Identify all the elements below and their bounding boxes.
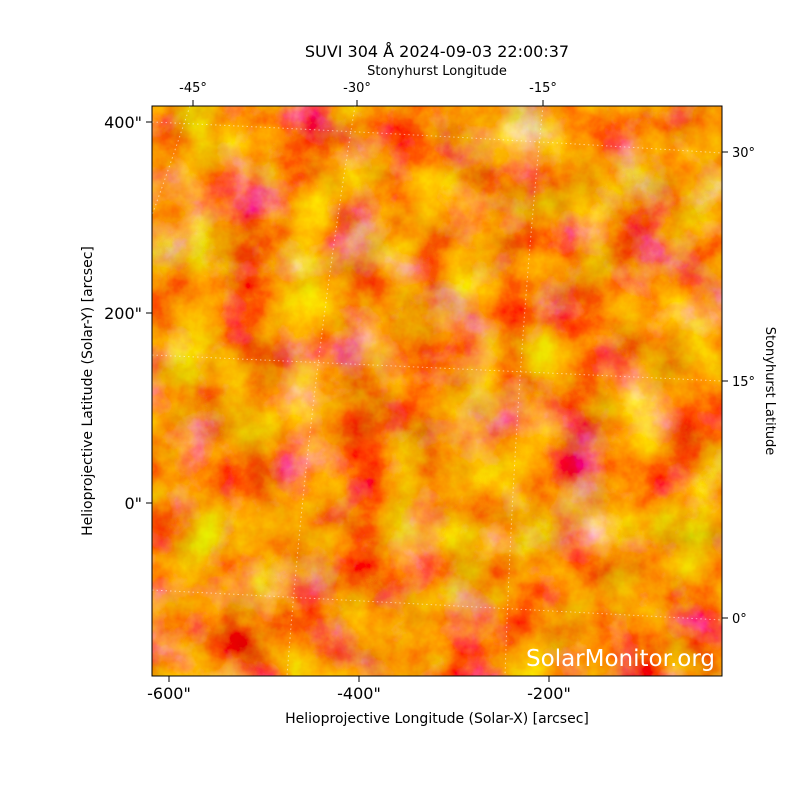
y-axis-label: Helioprojective Latitude (Solar-Y) [arcs…: [80, 246, 96, 536]
y-tick-label: 200": [104, 304, 142, 323]
solar-image: [152, 106, 722, 676]
x-axis-label: Helioprojective Longitude (Solar-X) [arc…: [285, 711, 589, 727]
title: SUVI 304 Å 2024-09-03 22:00:37: [305, 42, 569, 61]
right-tick-label: 30°: [732, 146, 755, 161]
x-tick-label: -400": [337, 684, 381, 703]
ticks: [146, 100, 728, 682]
grid-line: [152, 106, 191, 216]
grid-line: [152, 589, 722, 621]
right-tick-label: 0°: [732, 612, 747, 627]
grid-line: [152, 121, 722, 154]
top-axis-label: Stonyhurst Longitude: [367, 64, 507, 79]
grid-line: [152, 354, 722, 382]
top-tick-label: -15°: [529, 81, 557, 96]
right-tick-label: 15°: [732, 375, 755, 390]
grid-line: [286, 106, 356, 676]
coordinate-grid: [152, 106, 722, 676]
right-axis-label: Stonyhurst Latitude: [762, 327, 777, 456]
y-tick-label: 400": [104, 113, 142, 132]
x-tick-label: -200": [527, 684, 571, 703]
watermark: SolarMonitor.org: [526, 646, 715, 672]
top-tick-label: -45°: [179, 81, 207, 96]
plot-frame: [151, 105, 723, 677]
y-tick-label: 0": [124, 494, 142, 513]
x-tick-label: -600": [147, 684, 191, 703]
grid-line: [504, 106, 544, 676]
top-tick-label: -30°: [343, 81, 371, 96]
